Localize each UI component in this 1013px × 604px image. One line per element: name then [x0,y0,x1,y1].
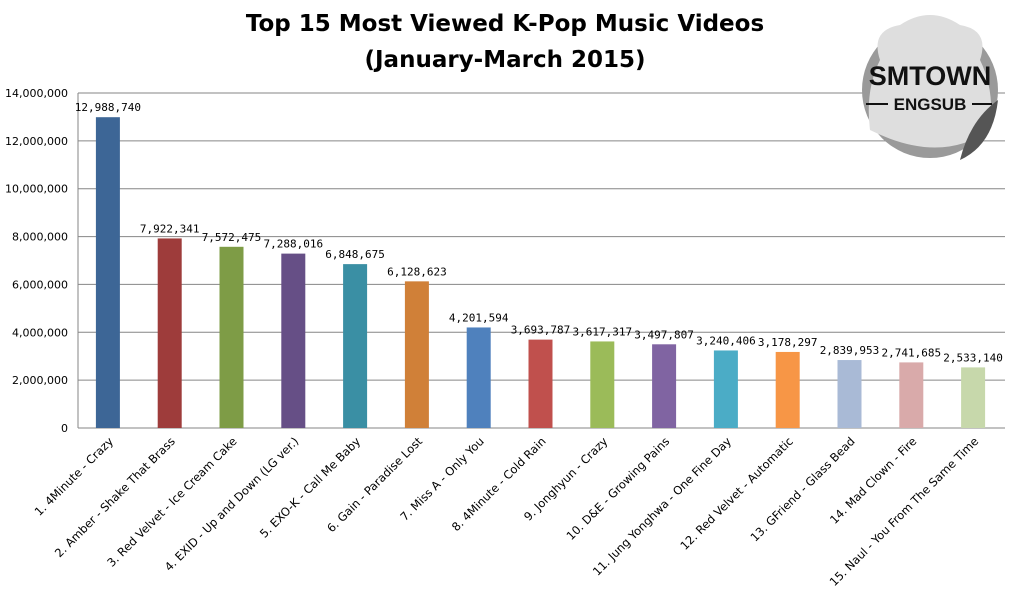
category-label: 5. EXO-K - Call Me Baby [257,434,363,540]
bar [343,264,368,428]
data-label: 3,178,297 [758,336,818,349]
bar [95,117,120,429]
bar [775,351,800,428]
chart-title-line1: Top 15 Most Viewed K-Pop Music Videos [246,11,764,37]
data-label: 2,533,140 [943,351,1003,364]
y-tick-label: 10,000,000 [5,183,68,196]
data-label: 3,497,807 [634,328,694,341]
data-label: 12,988,740 [75,101,141,114]
y-tick-label: 8,000,000 [12,231,68,244]
y-tick-label: 14,000,000 [5,87,68,100]
data-label: 6,848,675 [325,248,385,261]
bar [219,246,244,428]
y-tick-label: 12,000,000 [5,135,68,148]
bar [281,253,306,428]
category-label: 10. D&E - Growing Pains [564,434,673,543]
data-label: 3,617,317 [572,325,632,338]
category-label: 4. EXID - Up and Down (LG ver.) [162,434,302,574]
bar [961,367,986,428]
data-label: 7,922,341 [140,222,200,235]
category-label: 13. GFriend - Glass Bead [747,434,857,544]
bar [713,350,738,428]
data-label: 2,741,685 [881,346,941,359]
data-label: 4,201,594 [449,311,509,324]
smtown-logo: SMTOWN ENGSUB [862,15,998,160]
data-label: 3,240,406 [696,334,756,347]
data-label: 7,572,475 [202,231,262,244]
bar [157,238,182,428]
category-label: 3. Red Velvet - Ice Cream Cake [104,434,239,569]
chart-title-line2: (January-March 2015) [364,47,645,73]
bar [899,362,924,428]
bar [837,360,862,428]
y-tick-label: 2,000,000 [12,374,68,387]
bar [466,327,491,428]
bar [590,341,615,428]
y-tick-label: 6,000,000 [12,278,68,291]
data-label: 7,288,016 [263,238,323,251]
category-label: 2. Amber - Shake That Brass [52,434,178,560]
svg-text:ENGSUB: ENGSUB [894,95,967,114]
data-label: 2,839,953 [820,344,880,357]
bar [528,339,553,428]
y-tick-label: 0 [61,422,68,435]
bar [652,344,677,428]
category-label: 12. Red Velvet - Automatic [677,434,795,552]
logo-text: SMTOWN [869,61,992,91]
bar [404,281,429,428]
data-label: 6,128,623 [387,265,447,278]
y-tick-label: 4,000,000 [12,326,68,339]
data-label: 3,693,787 [511,324,571,337]
